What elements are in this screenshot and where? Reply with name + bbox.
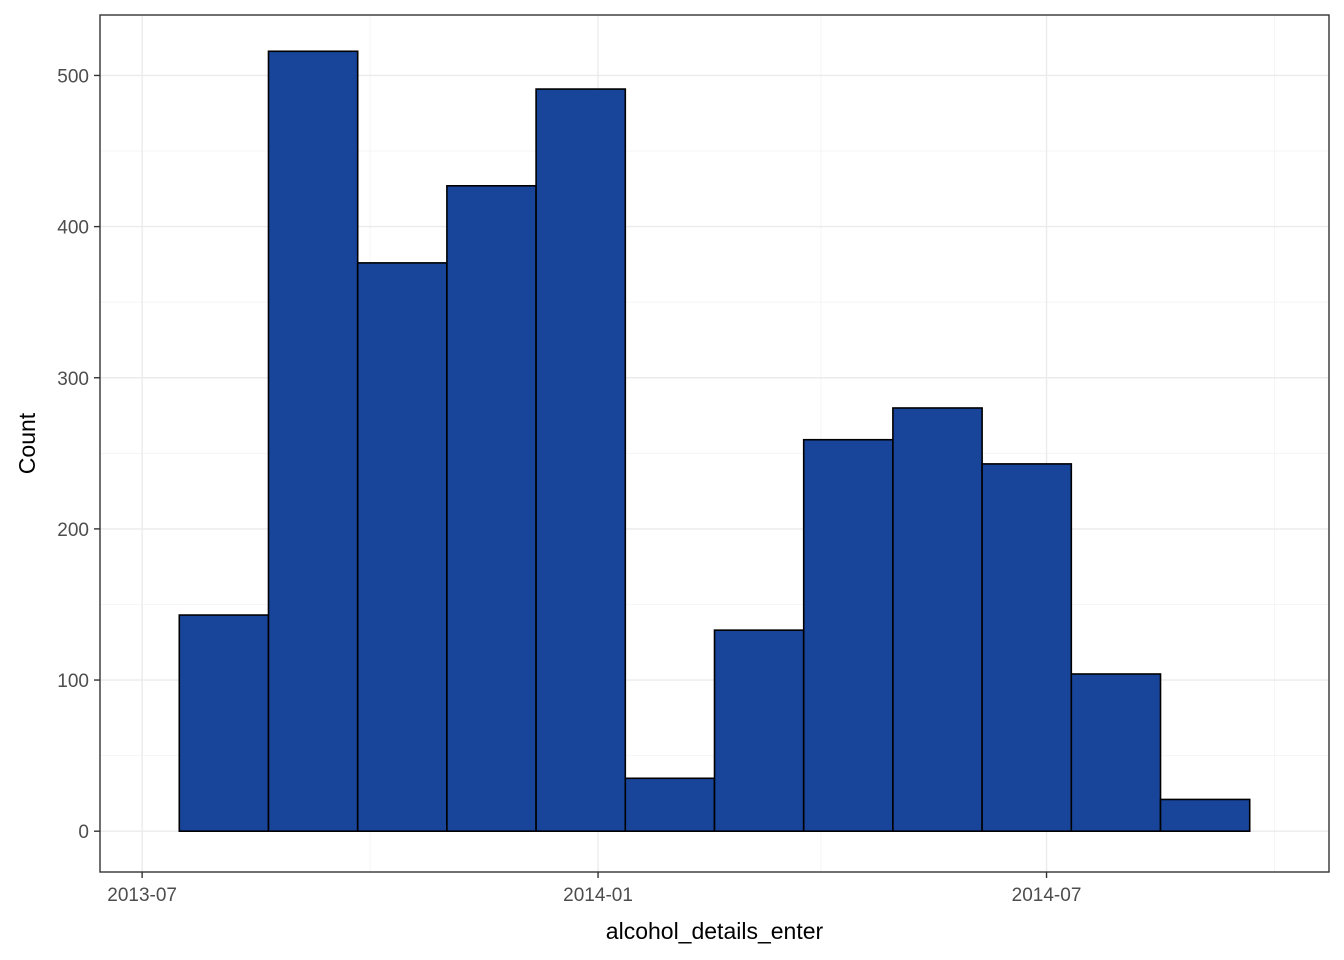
histogram-bar — [892, 407, 983, 832]
y-tick-label: 300 — [57, 369, 89, 390]
histogram-bar — [713, 629, 805, 832]
histogram-bar — [1070, 673, 1162, 832]
histogram-bar — [1159, 798, 1251, 832]
x-tick-label: 2013-07 — [107, 885, 177, 906]
histogram-bar — [981, 463, 1073, 832]
x-axis-title: alcohol_details_enter — [606, 918, 824, 944]
x-tick-label: 2014-07 — [1012, 885, 1082, 906]
histogram-bar — [178, 614, 270, 832]
histogram-bar — [267, 50, 359, 832]
y-tick-label: 400 — [57, 218, 89, 239]
y-axis-title: Count — [14, 412, 40, 474]
histogram-bar — [802, 438, 894, 832]
y-axis: 0 100 200 300 400 500 — [57, 66, 100, 843]
x-axis: 2013-07 2014-01 2014-07 — [107, 872, 1081, 906]
histogram-bar — [535, 88, 627, 832]
histogram-bar — [624, 777, 716, 832]
y-tick-label: 200 — [57, 520, 89, 541]
x-tick-label: 2014-01 — [563, 885, 633, 906]
histogram-bar — [446, 184, 537, 832]
histogram-bars — [178, 50, 1251, 832]
histogram-bar — [356, 262, 448, 832]
y-tick-label: 0 — [78, 822, 89, 843]
panel-border — [99, 14, 1330, 873]
y-tick-label: 500 — [57, 66, 89, 87]
y-tick-label: 100 — [57, 671, 89, 692]
